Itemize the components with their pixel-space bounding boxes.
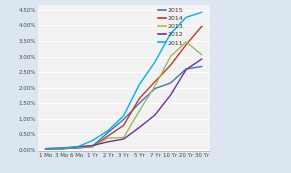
2011 bbox=[153, 61, 157, 63]
2015 bbox=[138, 102, 141, 104]
2013 bbox=[169, 56, 172, 58]
2015 bbox=[106, 131, 110, 134]
2013 bbox=[153, 85, 157, 87]
2015 bbox=[169, 82, 172, 84]
2012 bbox=[91, 144, 94, 147]
2011 bbox=[122, 115, 125, 117]
2015 bbox=[75, 147, 79, 149]
2011 bbox=[169, 33, 172, 35]
2013 bbox=[138, 110, 141, 112]
2015 bbox=[200, 65, 203, 67]
2012 bbox=[169, 94, 172, 96]
Line: 2011: 2011 bbox=[46, 12, 202, 149]
2014 bbox=[138, 98, 141, 100]
2014 bbox=[91, 146, 94, 148]
2014 bbox=[153, 81, 157, 83]
Line: 2012: 2012 bbox=[46, 59, 202, 149]
2014 bbox=[59, 148, 63, 150]
2013 bbox=[122, 136, 125, 138]
2011 bbox=[91, 139, 94, 142]
2012 bbox=[200, 58, 203, 60]
2012 bbox=[138, 126, 141, 129]
2014 bbox=[75, 147, 79, 149]
2011 bbox=[75, 146, 79, 148]
2011 bbox=[138, 84, 141, 86]
Line: 2013: 2013 bbox=[46, 42, 202, 149]
2012 bbox=[106, 141, 110, 143]
2013 bbox=[44, 148, 47, 150]
2013 bbox=[184, 41, 188, 43]
2011 bbox=[44, 148, 47, 150]
2011 bbox=[184, 16, 188, 18]
Line: 2014: 2014 bbox=[46, 26, 202, 149]
2013 bbox=[59, 147, 63, 149]
2013 bbox=[106, 137, 110, 139]
2011 bbox=[106, 130, 110, 132]
2013 bbox=[200, 54, 203, 56]
Legend: 2015, 2014, 2013, 2012, 2011: 2015, 2014, 2013, 2012, 2011 bbox=[158, 7, 184, 46]
2014 bbox=[106, 135, 110, 137]
2011 bbox=[59, 147, 63, 149]
2015 bbox=[91, 145, 94, 147]
2015 bbox=[153, 88, 157, 90]
2014 bbox=[44, 148, 47, 150]
2015 bbox=[44, 148, 47, 150]
2014 bbox=[200, 25, 203, 27]
Line: 2015: 2015 bbox=[46, 66, 202, 149]
2015 bbox=[184, 68, 188, 70]
2012 bbox=[153, 114, 157, 116]
2012 bbox=[44, 148, 47, 150]
2014 bbox=[169, 64, 172, 66]
2011 bbox=[200, 11, 203, 13]
2014 bbox=[122, 124, 125, 126]
2012 bbox=[184, 69, 188, 71]
2015 bbox=[59, 148, 63, 150]
2014 bbox=[184, 44, 188, 46]
2012 bbox=[122, 138, 125, 140]
2013 bbox=[91, 145, 94, 148]
2012 bbox=[59, 147, 63, 149]
2015 bbox=[122, 118, 125, 120]
2012 bbox=[75, 146, 79, 148]
2013 bbox=[75, 146, 79, 148]
